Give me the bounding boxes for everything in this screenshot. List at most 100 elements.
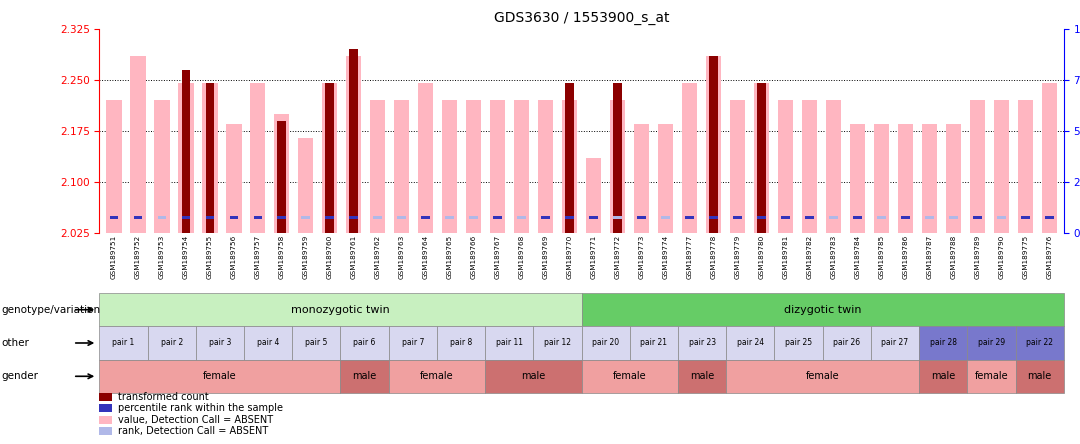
Bar [130, 56, 146, 233]
Bar [806, 216, 813, 219]
Bar [973, 216, 982, 219]
Text: pair 2: pair 2 [161, 338, 183, 348]
Bar [710, 216, 718, 219]
Text: pair 27: pair 27 [881, 338, 908, 348]
Bar [301, 216, 310, 219]
Bar [254, 216, 261, 219]
Bar [109, 216, 118, 219]
Text: pair 6: pair 6 [353, 338, 376, 348]
Bar [346, 56, 362, 233]
Bar [902, 216, 909, 219]
Text: pair 8: pair 8 [450, 338, 472, 348]
Bar [517, 216, 526, 219]
Text: monozygotic twin: monozygotic twin [292, 305, 390, 315]
Bar [778, 100, 794, 233]
Bar [710, 56, 718, 233]
Bar [921, 124, 937, 233]
Text: transformed count: transformed count [118, 392, 208, 402]
Bar [1017, 100, 1034, 233]
Text: pair 23: pair 23 [689, 338, 716, 348]
Bar [134, 216, 141, 219]
Text: pair 7: pair 7 [402, 338, 424, 348]
Bar [946, 124, 961, 233]
Bar [397, 216, 406, 219]
Text: female: female [420, 371, 454, 381]
Bar [730, 100, 745, 233]
Text: pair 22: pair 22 [1026, 338, 1053, 348]
Bar [610, 100, 625, 233]
Bar [853, 216, 862, 219]
Text: pair 24: pair 24 [737, 338, 764, 348]
Bar [970, 100, 985, 233]
Bar [106, 100, 122, 233]
Bar [658, 124, 673, 233]
Text: female: female [806, 371, 839, 381]
Text: pair 28: pair 28 [930, 338, 957, 348]
Bar [661, 216, 670, 219]
Bar [350, 49, 357, 233]
Bar [154, 100, 170, 233]
Bar [637, 216, 646, 219]
Bar [374, 216, 382, 219]
Bar [470, 216, 477, 219]
Bar [445, 216, 454, 219]
Text: value, Detection Call = ABSENT: value, Detection Call = ABSENT [118, 415, 273, 424]
Text: pair 20: pair 20 [592, 338, 619, 348]
Bar [757, 83, 766, 233]
Bar [274, 114, 289, 233]
Bar [874, 124, 889, 233]
Bar [205, 83, 214, 233]
Text: male: male [690, 371, 714, 381]
Bar [949, 216, 958, 219]
Bar [249, 83, 266, 233]
Bar [897, 124, 914, 233]
Text: pair 12: pair 12 [544, 338, 571, 348]
Text: pair 11: pair 11 [496, 338, 523, 348]
Text: female: female [613, 371, 647, 381]
Bar [181, 216, 190, 219]
Title: GDS3630 / 1553900_s_at: GDS3630 / 1553900_s_at [494, 11, 670, 25]
Bar [566, 216, 573, 219]
Text: pair 25: pair 25 [785, 338, 812, 348]
Bar [566, 83, 573, 233]
Text: female: female [203, 371, 237, 381]
Bar [997, 216, 1005, 219]
Bar [369, 100, 386, 233]
Bar [205, 216, 214, 219]
Bar [733, 216, 742, 219]
Bar [442, 100, 458, 233]
Bar [1041, 83, 1057, 233]
Bar [158, 216, 166, 219]
Bar [278, 121, 286, 233]
Bar [494, 216, 502, 219]
Text: male: male [1027, 371, 1052, 381]
Bar [178, 83, 193, 233]
Text: male: male [352, 371, 377, 381]
Bar [541, 216, 550, 219]
Bar [350, 216, 357, 219]
Text: female: female [974, 371, 1009, 381]
Text: pair 4: pair 4 [257, 338, 280, 348]
Text: pair 5: pair 5 [306, 338, 327, 348]
Text: pair 1: pair 1 [112, 338, 135, 348]
Bar [202, 83, 217, 233]
Bar [926, 216, 933, 219]
Bar [325, 216, 334, 219]
Bar [877, 216, 886, 219]
Bar [325, 83, 334, 233]
Bar [754, 83, 769, 233]
Text: dizygotic twin: dizygotic twin [784, 305, 862, 315]
Text: pair 3: pair 3 [208, 338, 231, 348]
Text: genotype/variation: genotype/variation [1, 305, 100, 315]
Bar [634, 124, 649, 233]
Bar [465, 100, 482, 233]
Text: male: male [522, 371, 545, 381]
Bar [418, 83, 433, 233]
Bar [994, 100, 1009, 233]
Bar [781, 216, 789, 219]
Bar [562, 100, 578, 233]
Text: pair 26: pair 26 [834, 338, 861, 348]
Bar [538, 100, 553, 233]
Bar [829, 216, 838, 219]
Bar [850, 124, 865, 233]
